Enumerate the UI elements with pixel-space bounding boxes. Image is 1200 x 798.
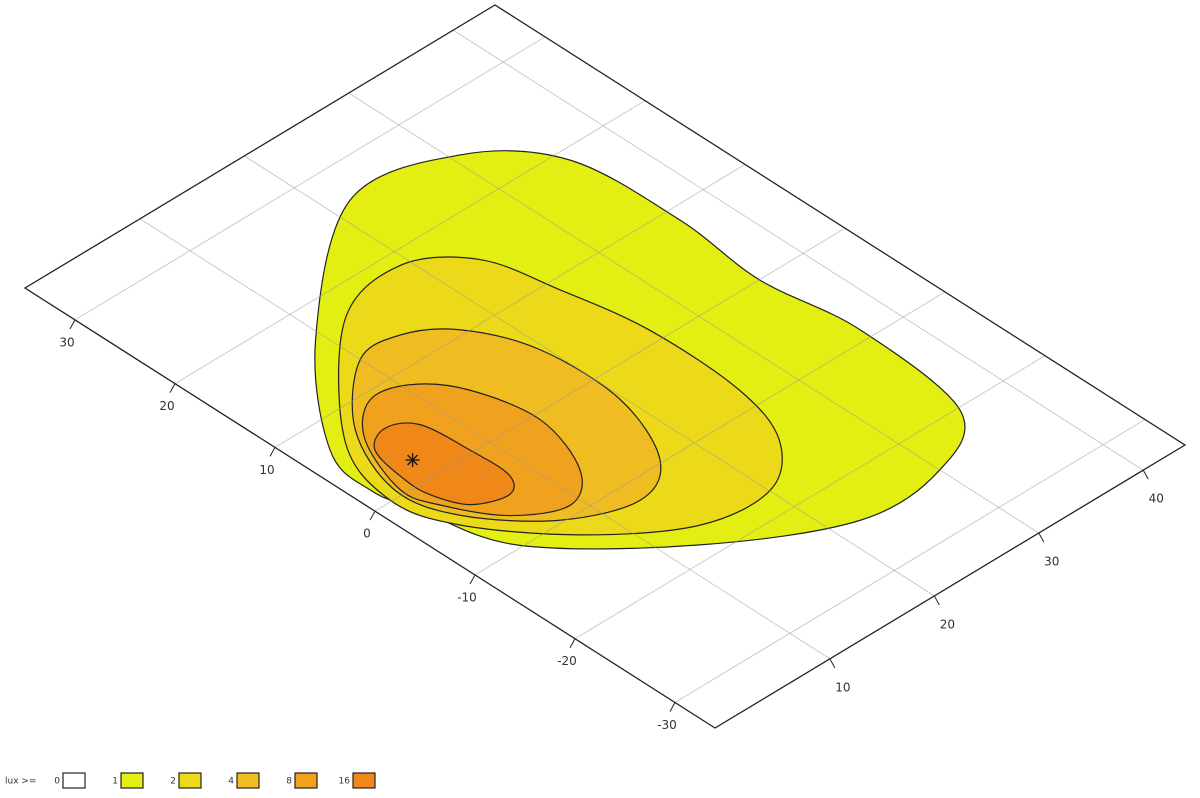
grid-line: [174, 100, 646, 385]
y-tick-label: 40: [1149, 492, 1164, 506]
x-tick-label: 10: [259, 463, 274, 477]
y-tick: [1142, 469, 1149, 480]
grid-line: [574, 355, 1046, 640]
legend-label: 16: [339, 777, 351, 787]
legend: lux >= 0 1 2 4 8 16: [5, 772, 376, 789]
y-tick-label: 30: [1044, 555, 1059, 569]
legend-label: 4: [228, 777, 234, 787]
legend-swatch: [236, 772, 260, 789]
light-source-stroke: [407, 454, 418, 466]
grid-line: [139, 218, 831, 660]
y-tick: [1038, 532, 1045, 543]
x-tick: [369, 510, 376, 521]
x-tick-label: -10: [457, 590, 477, 604]
legend-label: 1: [112, 777, 118, 787]
x-tick: [469, 574, 476, 585]
y-tick-label: 20: [940, 617, 955, 631]
light-source: [405, 453, 420, 468]
legend-swatch: [62, 772, 86, 789]
y-tick: [933, 595, 940, 606]
x-tick-label: -20: [557, 654, 577, 668]
legend-swatch: [352, 772, 376, 789]
x-tick: [569, 638, 576, 648]
contour-region: [373, 422, 515, 506]
x-tick-label: 30: [59, 335, 74, 349]
legend-swatch: [178, 772, 202, 789]
plane-border: [23, 4, 1187, 729]
grid-line: [348, 92, 1040, 534]
legend-label: 8: [286, 777, 292, 787]
grid-line: [274, 163, 746, 448]
legend-label: 0: [54, 777, 60, 787]
legend-swatch: [294, 772, 318, 789]
x-tick-label: 0: [363, 527, 371, 541]
grid-line: [374, 227, 846, 512]
x-tick: [269, 447, 276, 457]
grid-line: [74, 36, 546, 321]
grid-line: [244, 155, 935, 597]
x-tick-label: 20: [159, 399, 174, 413]
legend-title: lux >=: [5, 777, 36, 787]
x-tick: [169, 383, 176, 393]
x-tick-label: -30: [657, 718, 677, 732]
grid-line: [674, 419, 1146, 703]
x-tick: [69, 319, 76, 330]
y-tick-label: 10: [835, 680, 850, 694]
grid-line: [474, 291, 946, 576]
legend-swatch: [120, 772, 144, 789]
x-tick: [669, 702, 676, 712]
legend-label: 2: [170, 777, 176, 787]
grid-line: [452, 29, 1144, 471]
y-tick: [829, 658, 836, 669]
